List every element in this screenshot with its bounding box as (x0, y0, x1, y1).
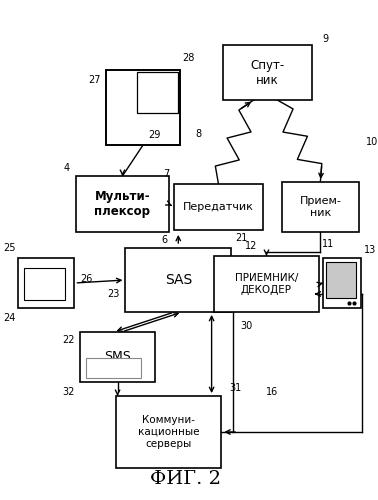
Text: SAS: SAS (165, 273, 192, 287)
Text: 27: 27 (88, 75, 100, 85)
Bar (81, 332, 155, 382)
Bar (174, 184, 263, 230)
Text: 23: 23 (107, 289, 120, 299)
Text: ПРИЕМНИК/
ДЕКОДЕР: ПРИЕМНИК/ ДЕКОДЕР (235, 273, 298, 295)
Text: 4: 4 (64, 163, 70, 173)
Text: 13: 13 (364, 245, 376, 255)
Bar (23, 268, 65, 300)
Bar (326, 262, 356, 298)
Text: 28: 28 (182, 53, 194, 63)
Text: Прием-
ник: Прием- ник (299, 196, 341, 218)
Text: Передатчик: Передатчик (183, 202, 254, 212)
Text: Мульти-
плексор: Мульти- плексор (94, 190, 150, 218)
Text: 31: 31 (229, 383, 241, 393)
Bar (214, 256, 319, 312)
Text: 7: 7 (163, 169, 170, 179)
Bar (125, 248, 231, 312)
Text: 9: 9 (322, 34, 328, 44)
Bar (323, 258, 361, 308)
Text: 10: 10 (366, 137, 378, 147)
Text: 24: 24 (4, 313, 16, 323)
Bar (86, 358, 141, 378)
Text: 16: 16 (266, 387, 279, 397)
Text: 32: 32 (62, 387, 75, 397)
Text: SMS: SMS (104, 350, 131, 364)
Text: 11: 11 (322, 239, 334, 249)
Bar (223, 45, 311, 100)
Text: 21: 21 (235, 233, 247, 243)
Bar (18, 258, 74, 308)
Text: 25: 25 (3, 243, 16, 253)
Bar (137, 72, 178, 114)
Text: ФИГ. 2: ФИГ. 2 (150, 470, 221, 488)
Text: 29: 29 (149, 130, 161, 140)
Bar (76, 176, 169, 232)
Text: 12: 12 (245, 241, 257, 251)
Bar (116, 396, 222, 468)
Text: 6: 6 (161, 235, 168, 245)
Text: 26: 26 (80, 274, 92, 284)
Text: Коммуни-
кационные
серверы: Коммуни- кационные серверы (138, 416, 199, 448)
Bar (282, 182, 359, 232)
Text: 22: 22 (62, 335, 75, 345)
Text: 30: 30 (241, 321, 253, 331)
Bar (106, 70, 180, 145)
Text: Спут-
ник: Спут- ник (250, 58, 285, 86)
Text: 8: 8 (196, 129, 202, 139)
